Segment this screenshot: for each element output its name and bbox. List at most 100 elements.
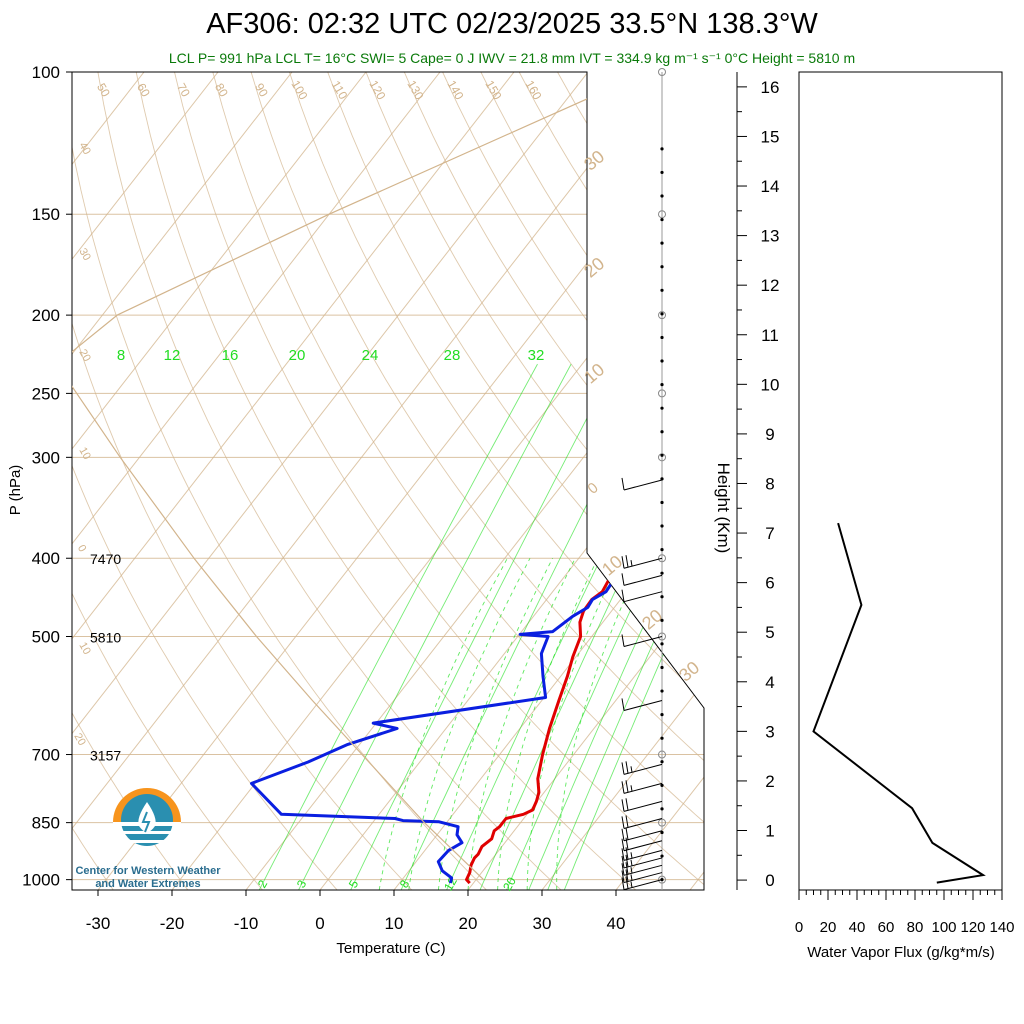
wind-barb-feather — [621, 855, 625, 869]
wind-barb-half-feather — [630, 766, 633, 773]
moist-adiabat-line — [526, 558, 621, 890]
barb-dot — [660, 548, 664, 552]
mixing-ratio-top-label: 24 — [362, 347, 379, 364]
barb-dot — [660, 359, 664, 363]
wind-barb-feather — [621, 838, 625, 851]
dry-adiabat-line — [72, 72, 263, 890]
height-tick-label: 3 — [765, 722, 774, 741]
wind-barb-half-feather — [630, 859, 633, 866]
isotherm-line — [319, 72, 704, 890]
height-tick-label: 15 — [761, 127, 780, 146]
mixing-ratio-top-label: 16 — [222, 347, 239, 364]
wind-barb-feather — [625, 780, 629, 793]
wind-barb — [621, 862, 663, 876]
dry-adiabat-line — [174, 72, 704, 890]
calm-circle — [658, 632, 666, 641]
logo-caption-line-2: and Water Extremes — [95, 878, 201, 890]
adiabat-label: 60 — [134, 81, 153, 100]
moist-adiabat-line — [408, 557, 531, 890]
wind-barb-feather — [625, 815, 629, 828]
height-tick-label: 16 — [761, 78, 780, 97]
wind-barb-feather — [625, 761, 629, 774]
isotherm-line — [689, 72, 704, 890]
height-tick-label: 10 — [761, 375, 780, 394]
flux-tick-label: 120 — [960, 919, 985, 936]
isotherm-line — [72, 72, 589, 890]
wind-barb-half-feather — [630, 785, 633, 792]
calm-circle — [658, 68, 666, 76]
wind-barb-staff — [623, 782, 663, 794]
wind-barb-staff — [623, 864, 663, 876]
flux-tick-label: 80 — [907, 919, 924, 936]
calm-circle — [658, 389, 666, 398]
wind-barb-feather — [625, 798, 629, 811]
barb-dot — [660, 312, 664, 316]
height-tick-label: 6 — [765, 574, 774, 593]
moist-adiabat-line — [437, 557, 554, 890]
wind-barb-staff — [623, 800, 663, 812]
x-axis-label: Temperature (C) — [336, 940, 445, 957]
chart-subtitle: LCL P= 991 hPa LCL T= 16°C SWI= 5 Cape= … — [168, 50, 856, 66]
mixing-ratio-top-label: 20 — [289, 347, 306, 364]
barb-dot — [660, 736, 664, 740]
adiabat-label: 110 — [329, 78, 351, 102]
mixing-ratio-line — [298, 363, 572, 890]
geopotential-height-label: 5810 — [90, 630, 121, 646]
wind-barb-staff — [623, 872, 663, 884]
pressure-tick-label: 500 — [32, 628, 60, 647]
mixing-ratio-line — [446, 363, 697, 890]
wind-barb-feather — [621, 573, 625, 586]
height-tick-label: 0 — [765, 871, 774, 890]
adiabat-label: 10 — [76, 445, 93, 462]
mixing-ratio-line — [479, 363, 704, 890]
pressure-tick-label: 100 — [32, 63, 60, 82]
wind-barb-feather — [625, 862, 629, 875]
height-tick-label: 13 — [761, 227, 780, 246]
wind-barb-staff — [623, 591, 663, 603]
dry-adiabat-line — [480, 72, 704, 890]
dry-adiabat-line — [72, 72, 338, 890]
wind-barb — [621, 847, 663, 861]
wind-barb-staff — [623, 699, 663, 711]
barb-dot — [660, 665, 664, 670]
temperature-tick-label: 0 — [315, 914, 324, 933]
pressure-tick-label: 400 — [32, 549, 60, 568]
moist-adiabat-line — [467, 557, 576, 890]
mixing-ratio-line — [258, 363, 538, 890]
mixing-ratio-top-label: 32 — [528, 347, 545, 364]
temperature-tick-label: 10 — [385, 914, 404, 933]
isotherm-line — [764, 72, 1024, 890]
dry-adiabat-line — [72, 72, 487, 890]
wind-barb-half-feather — [630, 867, 633, 874]
flux-tick-label: 140 — [989, 919, 1014, 936]
wind-barb-half-feather — [630, 881, 633, 888]
flux-frame — [798, 71, 1003, 891]
barb-dot — [660, 524, 664, 528]
wind-barb-staff — [623, 840, 663, 852]
wind-barb-staff — [623, 817, 663, 829]
temperature-tick-label: 20 — [459, 914, 478, 933]
barb-dot — [660, 830, 664, 835]
height-tick-label: 5 — [765, 623, 774, 642]
mixing-ratio-line — [350, 363, 616, 890]
dry-adiabat-line — [749, 72, 1024, 890]
wind-barb-feather — [625, 869, 629, 882]
isotherm-line — [393, 72, 704, 890]
barb-dot — [660, 854, 664, 858]
mixing-ratio-top-label: 8 — [117, 347, 125, 364]
isotherm-line — [72, 72, 663, 890]
y-axis-label: P (hPa) — [7, 465, 24, 516]
wind-barb — [621, 876, 663, 891]
isotherm-line — [97, 72, 704, 890]
wind-barb-feather — [621, 556, 625, 569]
cw3e-logo — [113, 788, 181, 846]
mixing-ratio-top-label: 28 — [444, 347, 461, 364]
isotherm-line — [245, 72, 704, 890]
barb-dot — [660, 170, 664, 175]
barb-dot — [660, 713, 664, 717]
isotherm-line — [72, 72, 441, 890]
barb-dot — [660, 335, 664, 340]
mixing-ratio-bottom-label: 12 — [441, 874, 460, 893]
wind-barb-feather — [621, 477, 625, 491]
